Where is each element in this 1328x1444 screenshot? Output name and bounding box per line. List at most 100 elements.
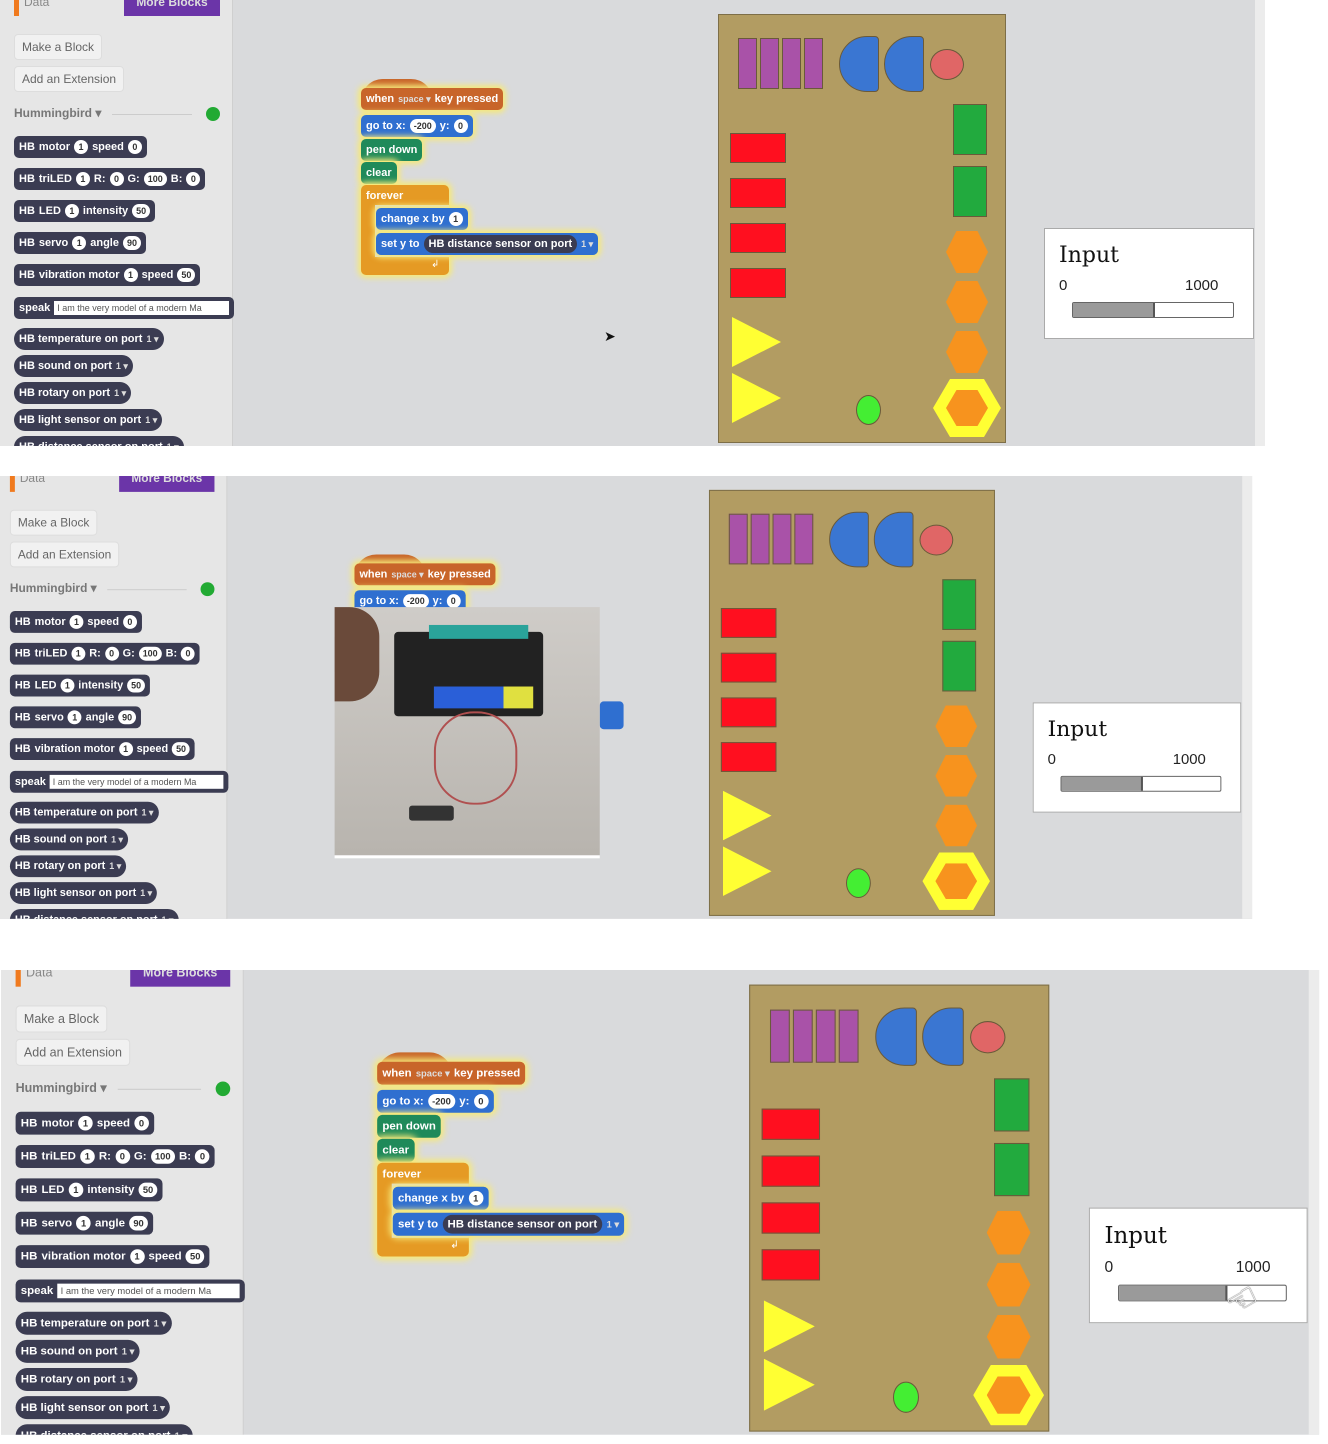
block-text-input[interactable]: I am the very model of a modern Ma (49, 774, 224, 789)
palette-block[interactable]: HB motor 1 speed 0 (15, 1111, 155, 1135)
block-dropdown[interactable]: 1 ▾ (152, 1402, 165, 1413)
block-input-slot[interactable]: 1 (60, 678, 75, 693)
block-input-slot[interactable]: 1 (468, 1190, 484, 1206)
block-input-slot[interactable]: 0 (127, 140, 142, 154)
input-slider[interactable] (1118, 1284, 1287, 1302)
palette-block[interactable]: HB sound on port 1 ▾ (9, 828, 128, 851)
category-more-blocks[interactable]: More Blocks (130, 970, 231, 987)
block-dropdown[interactable]: 1 ▾ (119, 1374, 133, 1385)
block-input-slot[interactable]: 0 (115, 1149, 130, 1164)
palette-block[interactable]: HB servo 1 angle 90 (15, 1211, 154, 1235)
make-a-block-button[interactable]: Make a Block (9, 509, 98, 536)
block-text-input[interactable]: I am the very model of a modern Ma (54, 301, 229, 315)
block-input-slot[interactable]: 90 (122, 236, 141, 250)
script-block[interactable]: set y to HB distance sensor on port 1 ▾ (392, 1212, 625, 1236)
palette-block[interactable]: HB temperature on port 1 ▾ (9, 801, 159, 824)
block-dropdown[interactable]: 1 ▾ (146, 334, 159, 344)
script-block[interactable]: pen down (361, 139, 423, 161)
block-input-slot[interactable]: 1 (68, 1182, 84, 1198)
block-dropdown[interactable]: 1 ▾ (606, 1219, 620, 1230)
palette-block[interactable]: HB LED 1 intensity 50 (14, 200, 156, 222)
block-input-slot[interactable]: 1 (123, 268, 138, 282)
palette-block[interactable]: HB servo 1 angle 90 (9, 706, 141, 729)
block-input-slot[interactable]: 90 (129, 1215, 148, 1231)
palette-block[interactable]: speak I am the very model of a modern Ma (9, 770, 229, 793)
input-slider[interactable] (1072, 302, 1234, 318)
block-dropdown[interactable]: 1 ▾ (109, 861, 122, 872)
block-input-slot[interactable]: -200 (427, 1093, 456, 1109)
block-input-slot[interactable]: 50 (127, 678, 146, 693)
palette-block[interactable]: HB light sensor on port 1 ▾ (15, 1396, 171, 1420)
palette-block[interactable]: HB vibration motor 1 speed 50 (14, 264, 201, 286)
block-input-slot[interactable]: 1 (80, 1149, 95, 1164)
script-block[interactable]: go to x: -200 y: 0 (354, 590, 466, 613)
block-text-input[interactable]: I am the very model of a modern Ma (57, 1283, 240, 1299)
block-input-slot[interactable]: 50 (138, 1182, 158, 1198)
block-input-slot[interactable]: 1 (78, 1115, 93, 1131)
stage[interactable] (718, 14, 1006, 443)
block-dropdown[interactable]: 1 ▾ (167, 436, 179, 446)
palette-block[interactable]: HB triLED 1 R: 0 G: 100 B: 0 (15, 1145, 216, 1168)
block-input-slot[interactable]: 0 (104, 646, 119, 661)
category-data[interactable]: Data (15, 970, 52, 987)
nested-reporter-block[interactable]: HB distance sensor on port (423, 235, 578, 253)
block-dropdown[interactable]: 1 ▾ (114, 388, 127, 398)
block-dropdown[interactable]: 1 ▾ (121, 1346, 135, 1357)
palette-block[interactable]: HB sound on port 1 ▾ (14, 355, 133, 377)
script-block[interactable]: forever (377, 1163, 426, 1186)
block-dropdown[interactable]: 1 ▾ (161, 909, 173, 919)
palette-block[interactable]: HB vibration motor 1 speed 50 (15, 1245, 210, 1269)
block-dropdown[interactable]: space ▾ (391, 569, 424, 580)
block-input-slot[interactable]: 1 (71, 646, 86, 661)
block-input-slot[interactable]: 0 (122, 615, 137, 629)
block-input-slot[interactable]: 1 (129, 1249, 145, 1264)
palette-block[interactable]: HB LED 1 intensity 50 (15, 1178, 163, 1202)
block-dropdown[interactable]: space ▾ (398, 94, 431, 104)
block-input-slot[interactable]: 1 (75, 172, 90, 186)
palette-block[interactable]: HB LED 1 intensity 50 (9, 674, 151, 697)
block-input-slot[interactable]: 1 (69, 615, 84, 629)
block-input-slot[interactable]: 100 (138, 646, 162, 661)
block-input-slot[interactable]: 0 (473, 1093, 489, 1109)
block-input-slot[interactable]: 50 (177, 268, 196, 282)
script-block[interactable]: when space ▾ key pressed (354, 563, 496, 586)
block-input-slot[interactable]: -200 (402, 594, 429, 609)
block-dropdown[interactable]: 1 ▾ (111, 834, 124, 845)
palette-block[interactable]: speak I am the very model of a modern Ma (14, 297, 234, 319)
block-dropdown[interactable]: 1 ▾ (141, 807, 154, 818)
block-input-slot[interactable]: 0 (181, 646, 195, 661)
block-dropdown[interactable]: 1 ▾ (175, 1424, 188, 1435)
script-block[interactable]: when space ▾ key pressed (361, 88, 504, 110)
library-dropdown[interactable]: Hummingbird ▾ (9, 581, 97, 596)
block-input-slot[interactable]: 1 (118, 742, 133, 757)
block-dropdown[interactable]: 1 ▾ (140, 888, 153, 899)
block-dropdown[interactable]: 1 ▾ (145, 415, 158, 425)
palette-block[interactable]: HB rotary on port 1 ▾ (9, 855, 127, 878)
script-block[interactable]: clear (361, 162, 397, 184)
palette-block[interactable]: HB servo 1 angle 90 (14, 232, 146, 254)
palette-block[interactable]: HB triLED 1 R: 0 G: 100 B: 0 (14, 168, 206, 190)
block-dropdown[interactable]: 1 ▾ (115, 361, 128, 371)
palette-block[interactable]: HB sound on port 1 ▾ (15, 1339, 140, 1363)
block-input-slot[interactable]: 0 (453, 119, 468, 133)
category-more-blocks[interactable]: More Blocks (124, 0, 220, 16)
block-input-slot[interactable]: 0 (109, 172, 124, 186)
script-block[interactable]: pen down (377, 1114, 442, 1138)
block-input-slot[interactable]: 90 (118, 710, 137, 725)
block-dropdown[interactable]: 1 ▾ (581, 239, 594, 249)
nested-reporter-block[interactable]: HB distance sensor on port (442, 1214, 603, 1234)
block-input-slot[interactable]: 50 (132, 204, 151, 218)
make-a-block-button[interactable]: Make a Block (14, 34, 103, 60)
block-input-slot[interactable]: 0 (195, 1149, 210, 1164)
input-slider[interactable] (1060, 775, 1222, 792)
add-extension-button[interactable]: Add an Extension (9, 541, 120, 568)
script-block[interactable]: when space ▾ key pressed (377, 1061, 526, 1085)
palette-block[interactable]: HB light sensor on port 1 ▾ (14, 409, 163, 431)
block-input-slot[interactable]: 1 (64, 204, 79, 218)
add-extension-button[interactable]: Add an Extension (15, 1038, 131, 1066)
palette-block[interactable]: HB light sensor on port 1 ▾ (9, 882, 158, 904)
block-input-slot[interactable]: -200 (409, 119, 436, 133)
script-block[interactable]: change x by 1 (392, 1186, 489, 1210)
